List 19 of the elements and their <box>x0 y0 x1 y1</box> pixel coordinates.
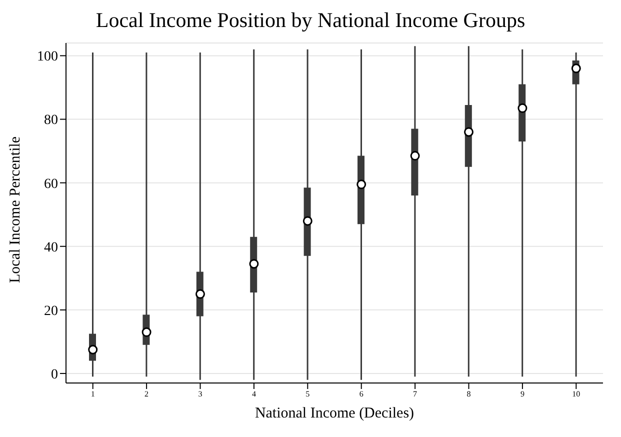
x-tick-label: 1 <box>90 390 95 399</box>
x-tick-label: 7 <box>413 390 418 399</box>
x-tick-label: 3 <box>198 390 202 399</box>
y-tick-label: 100 <box>37 50 58 65</box>
x-tick-label: 2 <box>144 390 149 399</box>
y-tick-label: 80 <box>44 113 58 128</box>
y-axis-title: Local Income Percentile <box>7 136 24 283</box>
y-tick-label: 20 <box>44 304 58 319</box>
x-tick-label: 4 <box>252 390 256 399</box>
chart-title: Local Income Position by National Income Groups <box>94 8 526 33</box>
x-tick-label: 8 <box>466 390 471 399</box>
y-tick-label: 40 <box>44 240 58 256</box>
y-tick-label: 0 <box>51 367 58 382</box>
x-tick-label: 9 <box>520 390 524 399</box>
x-tick-label: 10 <box>572 390 580 399</box>
x-axis-title: National Income (Deciles) <box>254 406 414 422</box>
x-tick-label: 6 <box>359 390 364 399</box>
y-tick-label: 60 <box>44 176 58 192</box>
x-tick-label: 5 <box>306 390 310 399</box>
